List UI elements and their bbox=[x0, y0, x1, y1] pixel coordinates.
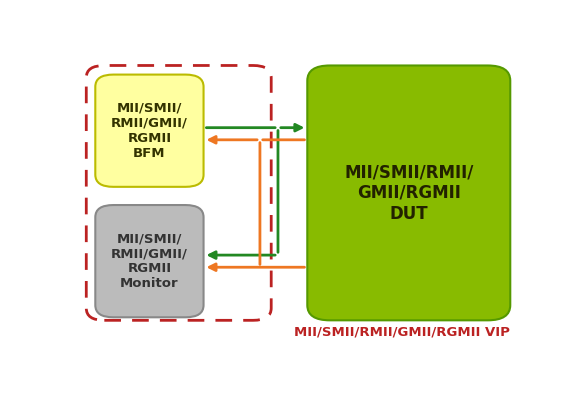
FancyBboxPatch shape bbox=[307, 65, 510, 320]
Text: MII/SMII/RMII/
GMII/RGMII
DUT: MII/SMII/RMII/ GMII/RGMII DUT bbox=[344, 163, 474, 223]
Text: MII/SMII/
RMII/GMII/
RGMII
BFM: MII/SMII/ RMII/GMII/ RGMII BFM bbox=[111, 102, 188, 160]
Text: MII/SMII/RMII/GMII/RGMII VIP: MII/SMII/RMII/GMII/RGMII VIP bbox=[294, 325, 510, 338]
FancyBboxPatch shape bbox=[95, 205, 204, 317]
Text: MII/SMII/
RMII/GMII/
RGMII
Monitor: MII/SMII/ RMII/GMII/ RGMII Monitor bbox=[111, 232, 188, 290]
FancyBboxPatch shape bbox=[95, 74, 204, 187]
